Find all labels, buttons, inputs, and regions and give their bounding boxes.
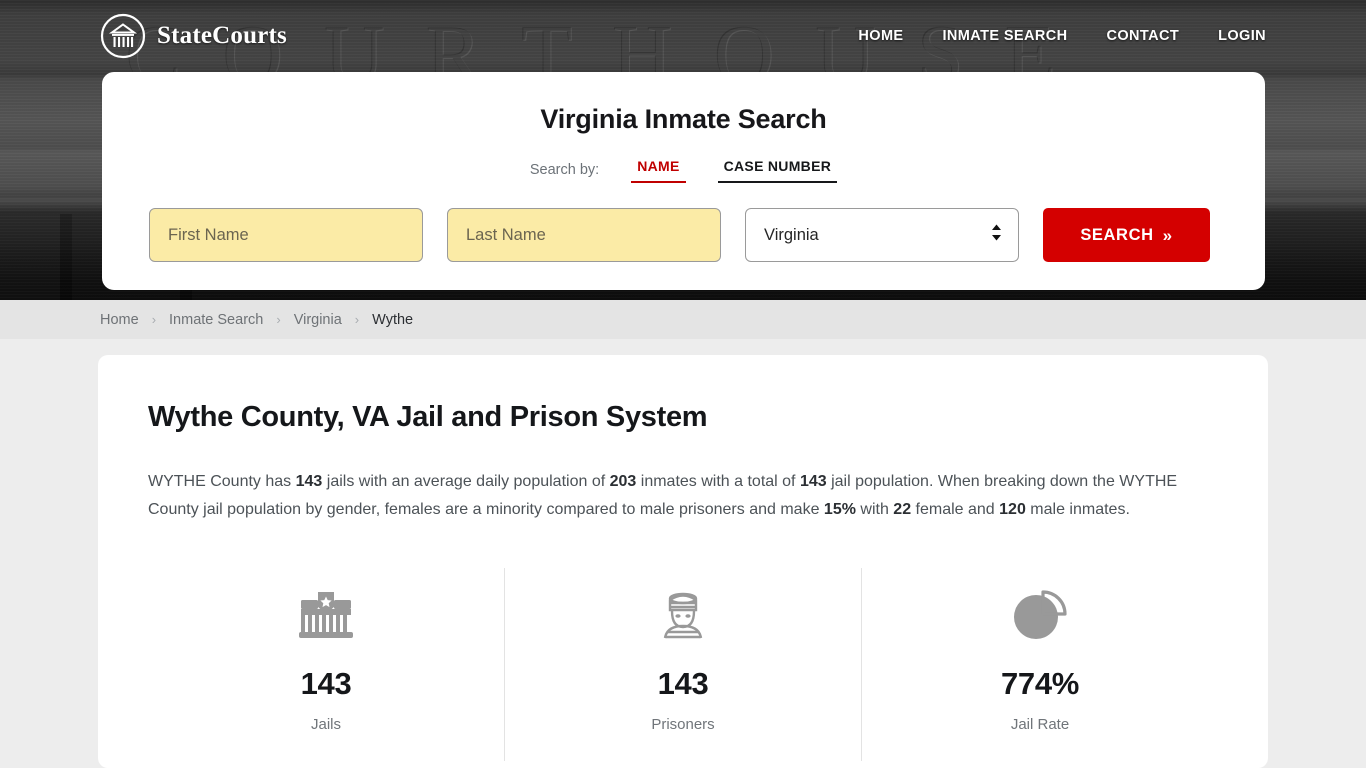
county-summary-text: WYTHE County has 143 jails with an avera… [148,473,1178,518]
nav-item-contact[interactable]: CONTACT [1106,28,1180,44]
primary-nav: HOME INMATE SEARCH CONTACT LOGIN [858,28,1266,44]
breadcrumb-item-virginia[interactable]: Virginia [293,311,342,328]
last-name-input[interactable] [447,208,721,262]
statistics-row: 143 Jails 143 Pri [148,568,1218,761]
search-card-title: Virginia Inmate Search [540,104,827,134]
breadcrumb-item-wythe: Wythe [372,311,414,328]
nav-item-home[interactable]: HOME [858,28,904,44]
state-select[interactable]: Virginia [745,208,1019,262]
breadcrumb-item-home[interactable]: Home [100,311,139,328]
breadcrumb: Home › Inmate Search › Virginia › Wythe [0,300,1366,339]
tab-case-number[interactable]: CASE NUMBER [717,157,838,183]
double-chevron-right-icon: » [1162,225,1173,245]
search-by-row: Search by: NAME CASE NUMBER [148,157,1219,183]
page-title: Wythe County, VA Jail and Prison System [148,401,708,433]
nav-item-login[interactable]: LOGIN [1218,28,1266,44]
stat-prisoners-value: 143 [657,666,709,701]
search-by-label: Search by: [529,162,600,178]
inmate-search-card: Virginia Inmate Search Search by: NAME C… [102,72,1265,290]
stat-prisoners: 143 Prisoners [504,568,861,761]
stat-jails-label: Jails [310,716,341,733]
nav-item-inmate-search[interactable]: INMATE SEARCH [942,28,1068,44]
county-content-card: Wythe County, VA Jail and Prison System … [98,355,1268,768]
jail-building-icon [148,580,504,650]
search-form: Virginia SEARCH » [148,208,1219,262]
stat-prisoners-label: Prisoners [651,716,715,733]
top-navigation-bar: StateCourts HOME INMATE SEARCH CONTACT L… [0,0,1366,72]
stat-jails: 143 Jails [148,568,504,761]
courthouse-circle-logo-icon [100,13,146,59]
breadcrumb-item-inmate-search[interactable]: Inmate Search [169,311,264,328]
hero-banner: StateCourts HOME INMATE SEARCH CONTACT L… [0,0,1366,300]
first-name-input[interactable] [149,208,423,262]
stat-jail-rate: 774% Jail Rate [861,568,1218,761]
breadcrumb-separator-icon: › [276,312,281,327]
stat-jail-rate-value: 774% [1000,666,1080,701]
pie-chart-icon [862,580,1218,650]
brand-logo-link[interactable]: StateCourts [100,13,287,59]
breadcrumb-separator-icon: › [354,312,360,327]
search-button[interactable]: SEARCH » [1043,208,1210,262]
stat-jails-value: 143 [300,666,352,701]
brand-name: StateCourts [157,22,287,49]
state-select-wrapper: Virginia [745,208,1019,262]
tab-name[interactable]: NAME [631,157,686,183]
prisoner-icon [505,580,861,650]
stat-jail-rate-label: Jail Rate [1010,716,1070,733]
search-button-label: SEARCH [1080,225,1154,244]
breadcrumb-separator-icon: › [151,312,157,327]
